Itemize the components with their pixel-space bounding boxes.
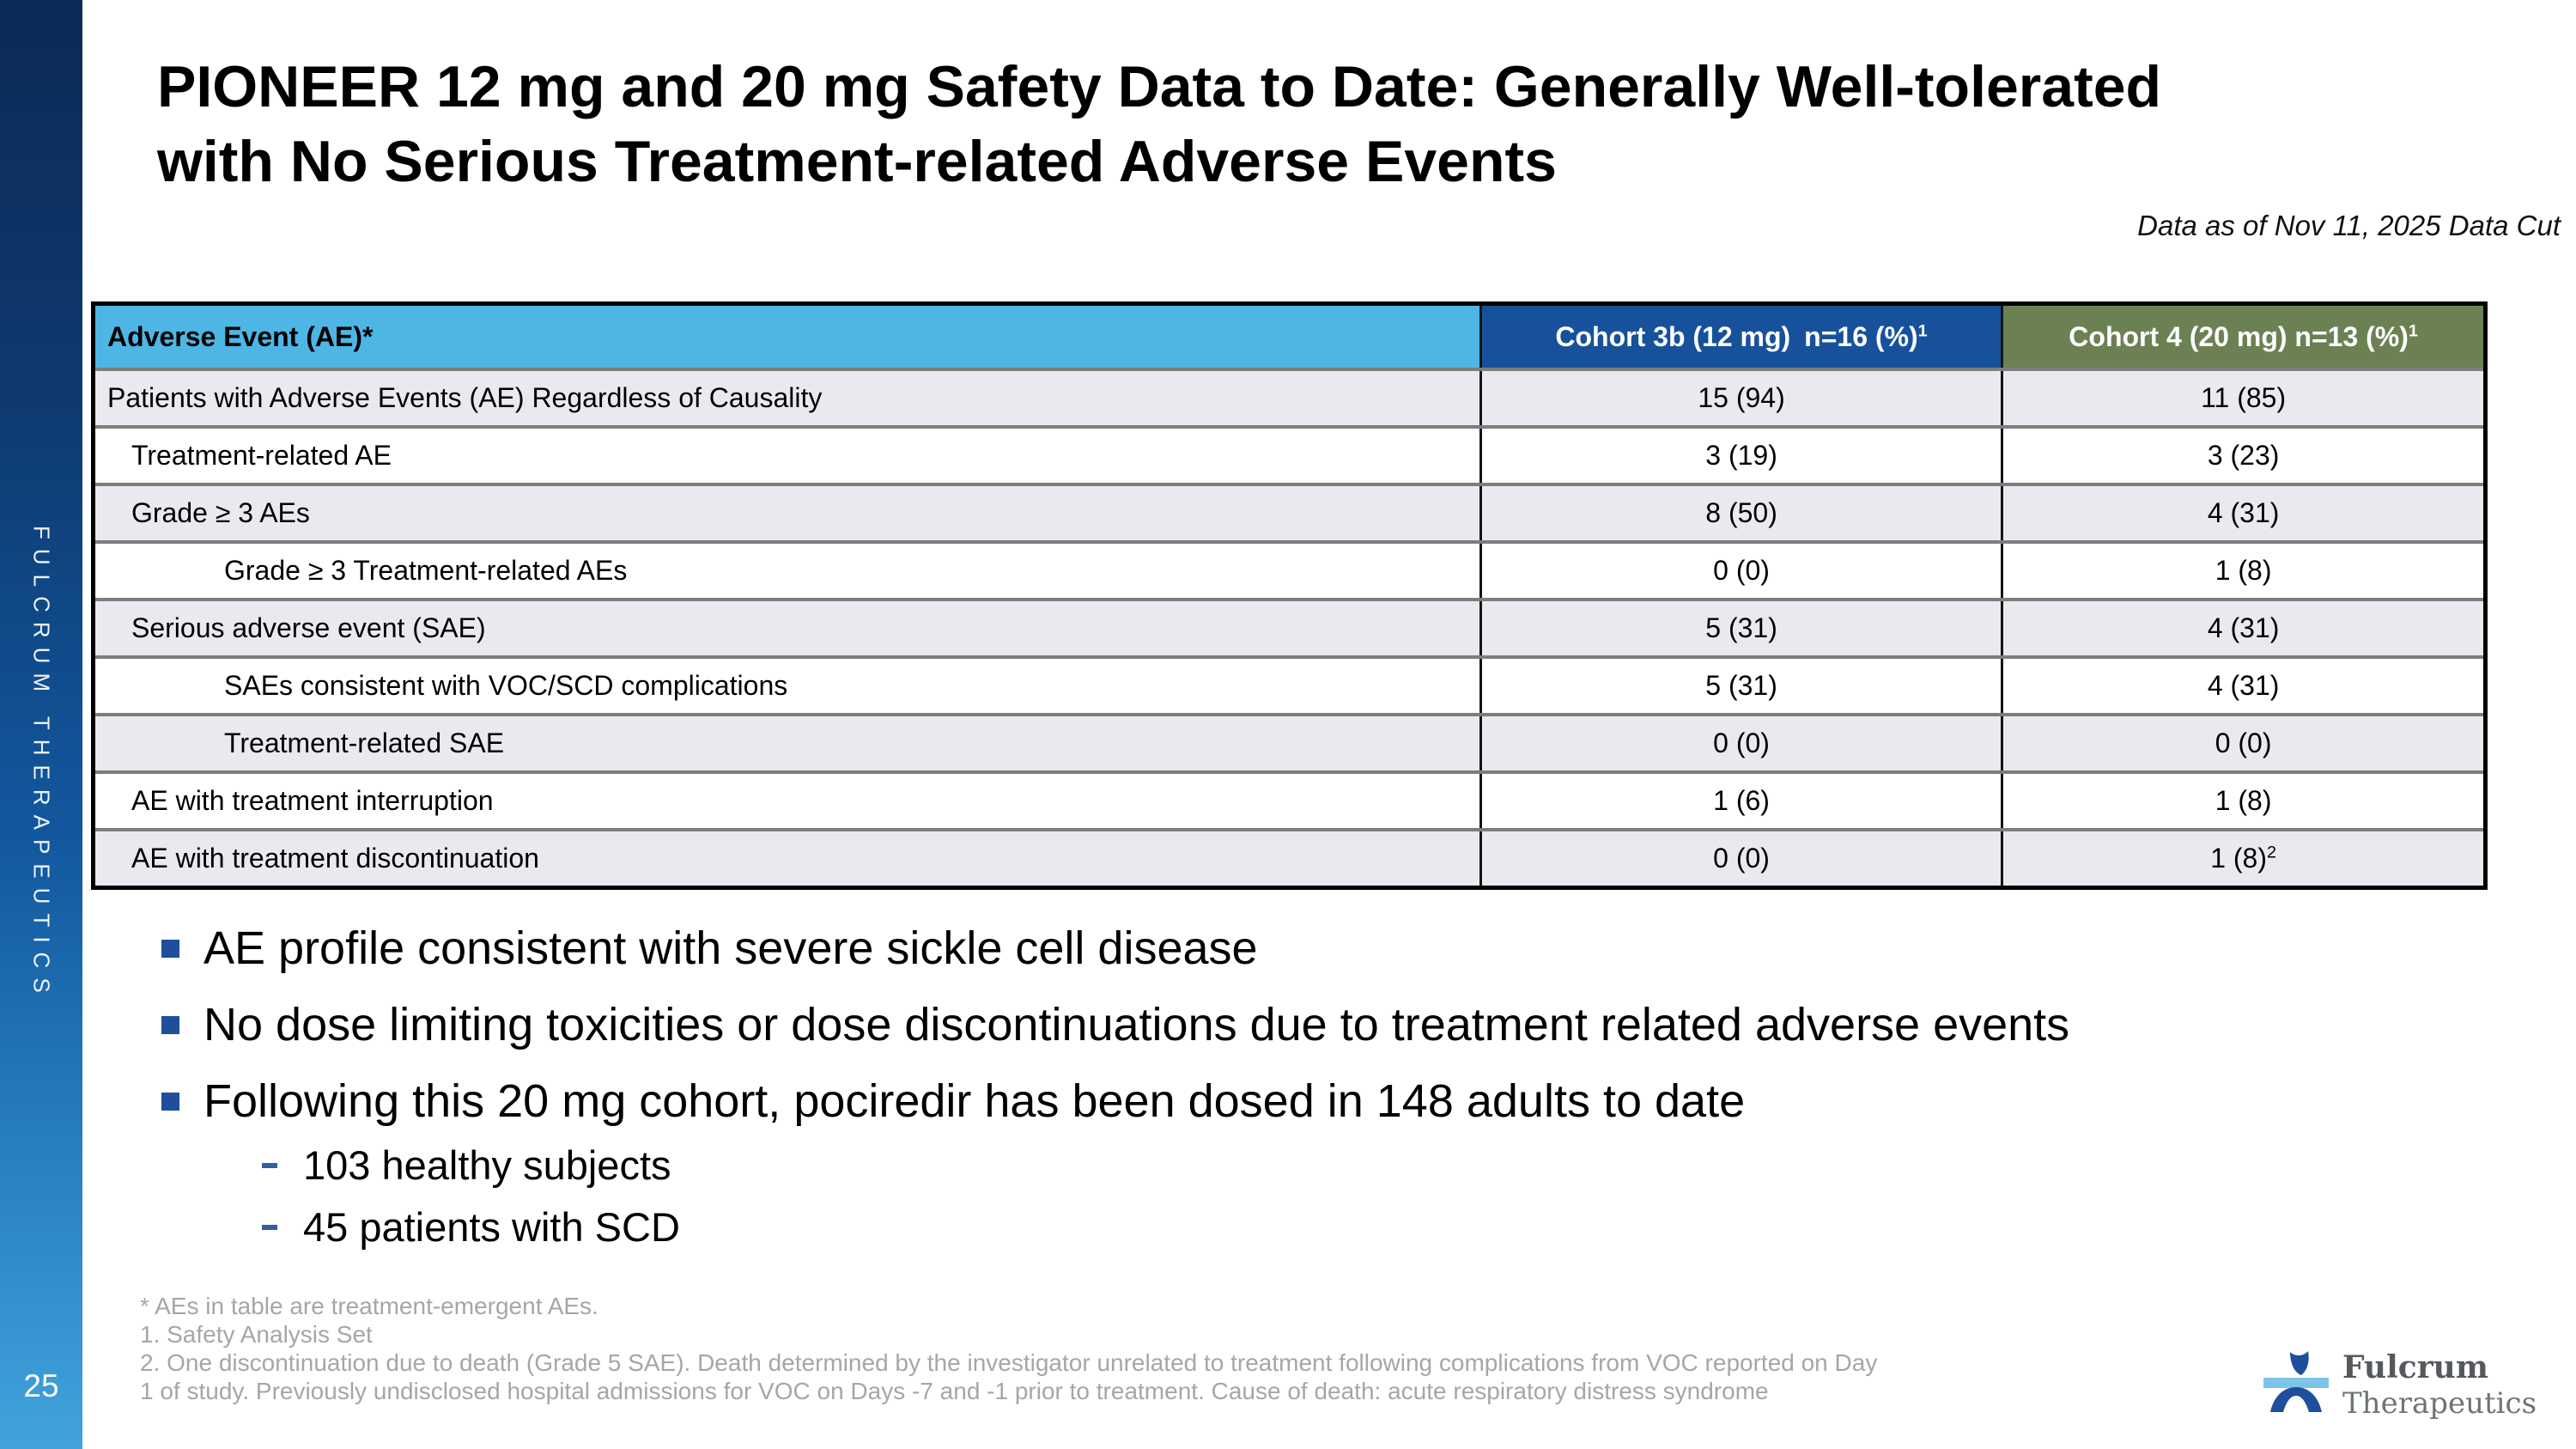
table-row: SAEs consistent with VOC/SCD complicatio… [93, 657, 2486, 715]
cohort-3b-header-label: Cohort 3b (12 mg) n=16 (%) [1555, 320, 1918, 352]
cohort-4-value-cell: 11 (85) [2001, 369, 2486, 427]
adverse-event-label-cell: Treatment-related SAE [224, 728, 505, 758]
dosing-breakdown-text: 103 healthy subjects [303, 1142, 671, 1188]
key-point-text: Following this 20 mg cohort, pociredir h… [204, 1075, 1746, 1128]
cohort-4-value-cell: 1 (8) [2001, 772, 2486, 830]
data-cut-note: Data as of Nov 11, 2025 Data Cut [2137, 210, 2561, 241]
square-bullet-icon [161, 1093, 179, 1111]
cohort-4-value-cell: 1 (8) [2001, 542, 2486, 600]
dosing-breakdown-text: 45 patients with SCD [303, 1204, 680, 1251]
cohort-4-value-cell: 1 (8)2 [2001, 830, 2486, 888]
slide-title: PIONEER 12 mg and 20 mg Safety Data to D… [157, 50, 2161, 199]
cohort-3b-value-cell: 5 (31) [1479, 600, 2002, 657]
adverse-event-label-cell: Serious adverse event (SAE) [131, 612, 486, 643]
adverse-events-table: Adverse Event (AE)* Cohort 3b (12 mg) n=… [91, 301, 2488, 890]
adverse-event-label-cell: AE with treatment discontinuation [131, 843, 539, 874]
cohort-3b-value-cell: 5 (31) [1479, 657, 2002, 715]
footnote: * AEs in table are treatment-emergent AE… [140, 1293, 598, 1319]
key-point-item: AE profile consistent with severe sickle… [161, 922, 2069, 974]
table-row: AE with treatment interruption 1 (6) 1 (… [93, 772, 2486, 830]
key-point-text: No dose limiting toxicities or dose disc… [204, 999, 2070, 1051]
table-row: AE with treatment discontinuation 0 (0) … [93, 830, 2486, 888]
dosing-breakdown-list: 103 healthy subjects 45 patients with SC… [262, 1144, 680, 1269]
key-point-item: No dose limiting toxicities or dose disc… [161, 999, 2070, 1051]
cohort-4-value-cell: 4 (31) [2001, 657, 2486, 715]
sidebar-brand-vertical-text: FULCRUM THERAPEUTICS [28, 526, 55, 1002]
fulcrum-logo: Fulcrum Therapeutics [2263, 1350, 2537, 1418]
cohort-3b-value-cell: 3 (19) [1479, 427, 2002, 484]
fulcrum-logo-mark-icon [2263, 1351, 2329, 1412]
table-row: Patients with Adverse Events (AE) Regard… [93, 369, 2486, 427]
sidebar: FULCRUM THERAPEUTICS 25 [0, 0, 82, 1449]
table-row: Serious adverse event (SAE) 5 (31) 4 (31… [93, 600, 2486, 657]
square-bullet-icon [161, 940, 179, 958]
cohort-3b-value-cell: 1 (6) [1479, 772, 2002, 830]
key-point-text: AE profile consistent with severe sickle… [204, 922, 1258, 974]
footnote: 2. One discontinuation due to death (Gra… [140, 1349, 1878, 1404]
adverse-event-label-cell: SAEs consistent with VOC/SCD complicatio… [224, 670, 788, 701]
cohort-3b-value-cell: 0 (0) [1479, 715, 2002, 772]
slide-page-number: 25 [23, 1368, 59, 1403]
cohort-3b-value-cell: 15 (94) [1479, 369, 2002, 427]
table-row: Grade ≥ 3 Treatment-related AEs 0 (0) 1 … [93, 542, 2486, 600]
adverse-event-label-cell: Grade ≥ 3 AEs [131, 497, 310, 528]
table-row: Grade ≥ 3 AEs 8 (50) 4 (31) [93, 484, 2486, 542]
table-row: Treatment-related AE 3 (19) 3 (23) [93, 427, 2486, 484]
adverse-event-label-cell: Grade ≥ 3 Treatment-related AEs [224, 555, 628, 586]
cohort-3b-value-cell: 8 (50) [1479, 484, 2002, 542]
cohort-3b-value-cell: 0 (0) [1479, 830, 2002, 888]
footnotes: * AEs in table are treatment-emergent AE… [140, 1292, 2312, 1405]
adverse-event-label-cell: AE with treatment interruption [131, 785, 494, 816]
footnote: 1. Safety Analysis Set [140, 1321, 373, 1348]
key-point-item: Following this 20 mg cohort, pociredir h… [161, 1077, 2069, 1126]
cohort-4-value-cell: 4 (31) [2001, 600, 2486, 657]
column-header-adverse-event: Adverse Event (AE)* [93, 303, 1481, 369]
column-header-cohort-4: Cohort 4 (20 mg) n=13 (%)1 [2001, 303, 2486, 369]
table-row: Treatment-related SAE 0 (0) 0 (0) [93, 715, 2486, 772]
logo-company-name: Fulcrum [2342, 1349, 2488, 1385]
dosing-breakdown-item: 103 healthy subjects [262, 1144, 680, 1186]
adverse-event-label-cell: Patients with Adverse Events (AE) Regard… [107, 382, 823, 413]
table-header-row: Adverse Event (AE)* Cohort 3b (12 mg) n=… [93, 303, 2486, 369]
fulcrum-logo-text: Fulcrum Therapeutics [2342, 1350, 2537, 1418]
cohort-4-value-cell: 4 (31) [2001, 484, 2486, 542]
square-bullet-icon [161, 1016, 179, 1035]
cohort-4-value-cell: 3 (23) [2001, 427, 2486, 484]
logo-company-suffix: Therapeutics [2342, 1386, 2537, 1421]
table-body: Patients with Adverse Events (AE) Regard… [93, 369, 2486, 888]
slide-title-line2: with No Serious Treatment-related Advers… [157, 129, 1557, 195]
adverse-event-label-cell: Treatment-related AE [131, 440, 392, 471]
slide-title-line1: PIONEER 12 mg and 20 mg Safety Data to D… [157, 54, 2162, 119]
column-header-cohort-3b: Cohort 3b (12 mg) n=16 (%)1 [1479, 303, 2002, 369]
dosing-breakdown-item: 45 patients with SCD [262, 1204, 680, 1251]
cohort-4-value-cell: 0 (0) [2001, 715, 2486, 772]
cohort-3b-header-footnote-ref: 1 [1917, 320, 1928, 340]
key-points-list: AE profile consistent with severe sickle… [161, 922, 2070, 1154]
dash-bullet-icon [262, 1163, 277, 1168]
dash-bullet-icon [262, 1225, 277, 1231]
cohort-4-header-label: Cohort 4 (20 mg) n=13 (%) [2069, 320, 2409, 352]
cohort-4-header-footnote-ref: 1 [2408, 320, 2418, 340]
cohort-3b-value-cell: 0 (0) [1479, 542, 2002, 600]
